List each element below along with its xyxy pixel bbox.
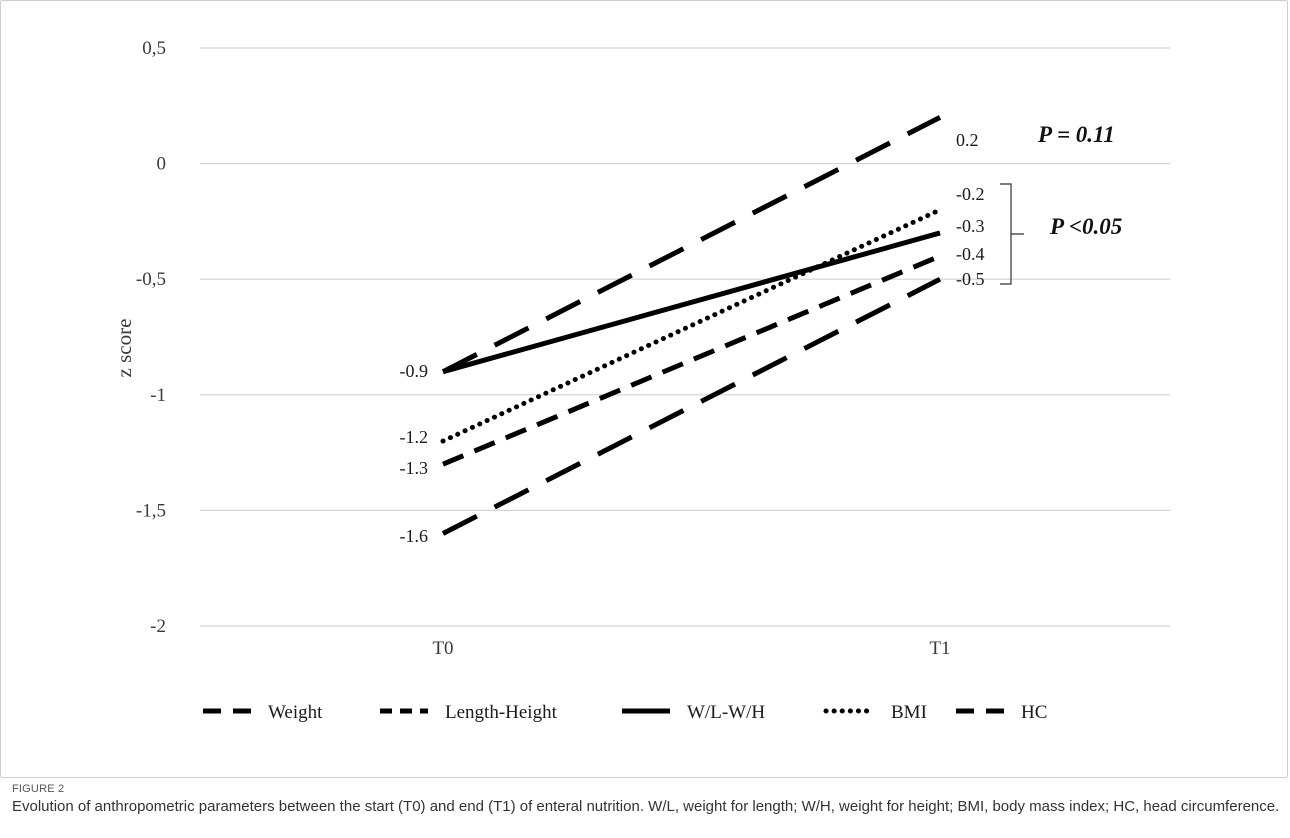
figure-label: FIGURE 2 <box>12 783 65 795</box>
series-lines <box>440 115 943 536</box>
series-line-weight <box>441 276 942 536</box>
data-label-t0: -1.6 <box>400 526 429 546</box>
figure-caption: Evolution of anthropometric parameters b… <box>12 798 1280 815</box>
y-axis-ticks: 0,5 0 -0,5 -1 -1,5 -2 <box>136 38 166 637</box>
legend: Weight Length-Height W/L-W/H BMI HC <box>203 702 1047 723</box>
p-value-others: P <0.05 <box>1049 214 1122 239</box>
legend-label: BMI <box>891 702 927 723</box>
series-line-hc <box>441 115 942 374</box>
data-label-t1: -0.4 <box>956 244 985 264</box>
data-label-t1: -0.3 <box>956 216 985 236</box>
y-tick-label: -1 <box>150 385 166 406</box>
legend-label: HC <box>1021 702 1047 723</box>
legend-label: W/L-W/H <box>687 702 765 723</box>
legend-label: Weight <box>268 702 323 723</box>
annotations: P = 0.11 P <0.05 <box>1000 122 1122 285</box>
y-tick-label: 0 <box>157 154 167 175</box>
p-value-hc: P = 0.11 <box>1037 122 1115 147</box>
legend-label: Length-Height <box>445 702 558 723</box>
y-tick-label: 0,5 <box>142 38 166 59</box>
x-tick-label: T0 <box>432 638 453 659</box>
y-tick-label: -0,5 <box>136 269 166 290</box>
x-axis-ticks: T0 T1 <box>432 638 950 659</box>
data-label-t0: -0.9 <box>400 361 429 381</box>
y-axis-label: z score <box>112 319 136 378</box>
y-tick-label: -1,5 <box>136 500 166 521</box>
series-line-bmi <box>440 207 943 444</box>
series-line-length-height <box>442 253 941 467</box>
figure-frame <box>0 0 1288 778</box>
data-label-t0: -1.2 <box>400 427 429 447</box>
data-label-t1: -0.2 <box>956 184 985 204</box>
grid-lines <box>200 47 1170 627</box>
x-tick-label: T1 <box>929 638 950 659</box>
data-label-t0: -1.3 <box>400 458 429 478</box>
significance-bracket <box>1000 183 1024 285</box>
series-line-w-l-w-h <box>442 230 941 375</box>
y-tick-label: -2 <box>150 616 166 637</box>
data-label-t1: 0.2 <box>956 130 979 150</box>
line-chart: 0,5 0 -0,5 -1 -1,5 -2 z score T0 T1 -0.9 -1.2 -1… <box>112 38 1170 723</box>
data-labels: -0.9 -1.2 -1.3 -1.6 0.2 -0.2 -0.3 -0.4 -0.5 <box>400 130 985 546</box>
data-label-t1: -0.5 <box>956 269 985 289</box>
